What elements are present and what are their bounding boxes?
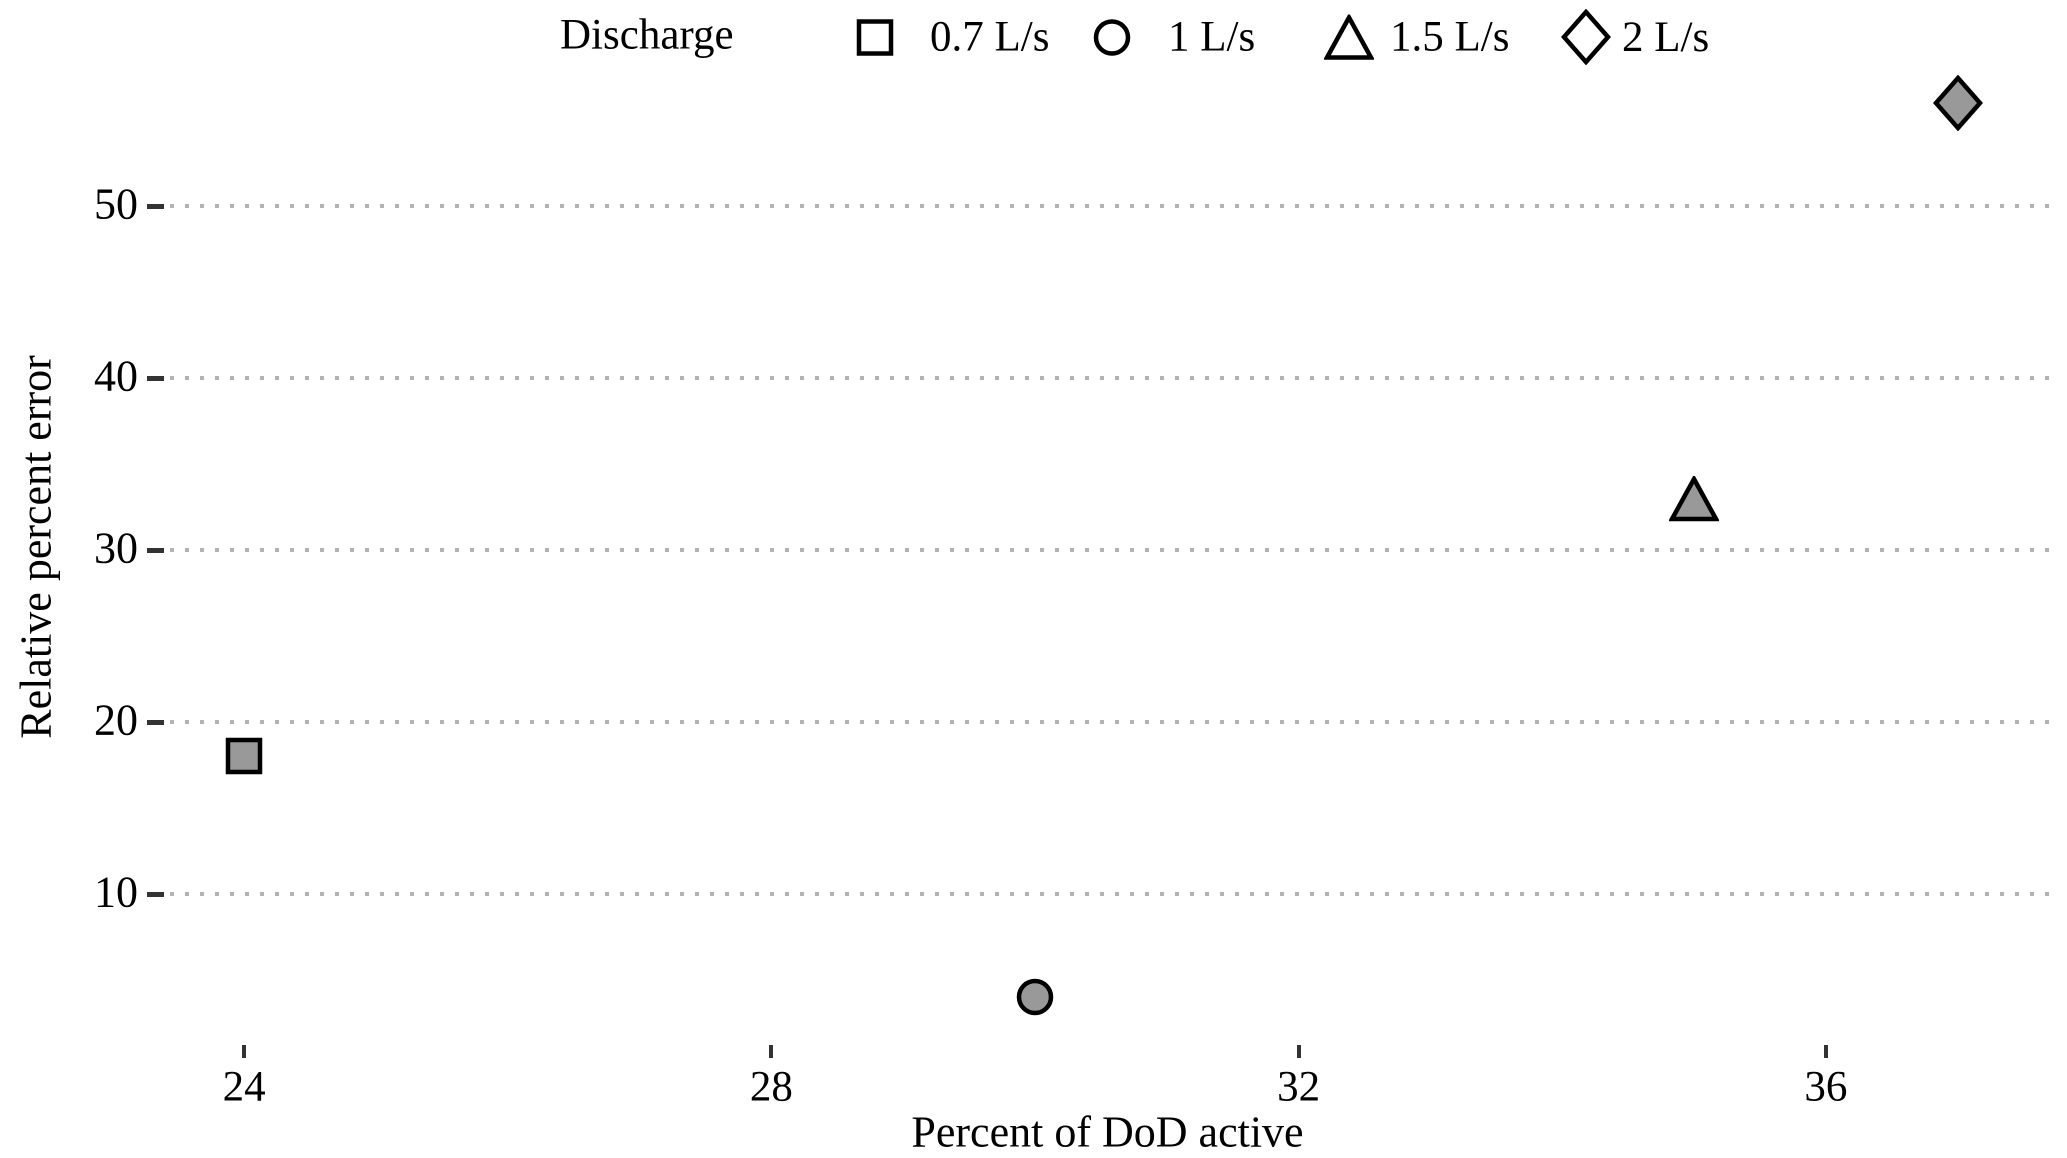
legend-label: 0.7 L/s [930, 13, 1050, 61]
x-tick-mark-36 [1823, 1045, 1828, 1058]
y-tick-mark-10 [147, 891, 164, 897]
x-tick-mark-24 [242, 1045, 247, 1058]
x-tick-mark-32 [1296, 1045, 1301, 1058]
y-tick-mark-30 [147, 548, 164, 554]
gridline-y-50 [170, 204, 2050, 209]
data-point-circle [1016, 978, 1054, 1016]
plot-area [165, 55, 2050, 1040]
diamond-marker-icon [1932, 75, 1983, 132]
legend-label: 1.5 L/s [1390, 13, 1510, 61]
legend-item-circle: 1 L/s [1093, 13, 1255, 62]
data-point-diamond [1932, 75, 1983, 132]
legend: Discharge 0.7 L/s 1 L/s 1.5 L/s 2 L/s [0, 0, 2067, 75]
legend-label: 2 L/s [1622, 13, 1710, 61]
legend-item-diamond: 2 L/s [1561, 9, 1709, 65]
triangle-marker-icon [1669, 475, 1720, 521]
x-tick-label-36: 36 [1804, 1063, 1848, 1111]
y-tick-mark-50 [147, 204, 164, 210]
diamond-legend-icon [1561, 9, 1611, 65]
x-tick-mark-28 [769, 1045, 774, 1058]
data-point-square [225, 737, 263, 775]
circle-marker-icon [1016, 978, 1054, 1016]
gridline-y-20 [170, 719, 2050, 724]
circle-legend-icon [1093, 18, 1131, 56]
x-tick-label-24: 24 [222, 1063, 266, 1111]
legend-title: Discharge [560, 11, 734, 59]
gridline-y-30 [170, 548, 2050, 553]
triangle-legend-icon [1324, 14, 1374, 60]
x-tick-label-28: 28 [749, 1063, 793, 1111]
gridline-y-10 [170, 891, 2050, 896]
y-tick-mark-20 [147, 719, 164, 725]
x-tick-label-32: 32 [1277, 1063, 1321, 1111]
legend-item-triangle: 1.5 L/s [1324, 13, 1509, 62]
square-marker-icon [225, 738, 263, 775]
x-axis-title: Percent of DoD active [911, 1107, 1304, 1157]
square-legend-icon [856, 18, 894, 56]
data-point-triangle [1669, 475, 1720, 522]
gridline-y-40 [170, 376, 2050, 381]
legend-label: 1 L/s [1168, 13, 1256, 61]
y-tick-label-30: 30 [94, 523, 138, 573]
y-tick-label-40: 40 [94, 351, 138, 401]
y-tick-label-50: 50 [94, 179, 138, 229]
y-tick-label-10: 10 [94, 867, 138, 917]
legend-item-square: 0.7 L/s [856, 13, 1049, 62]
y-tick-mark-40 [147, 376, 164, 382]
y-tick-label-20: 20 [94, 695, 138, 745]
